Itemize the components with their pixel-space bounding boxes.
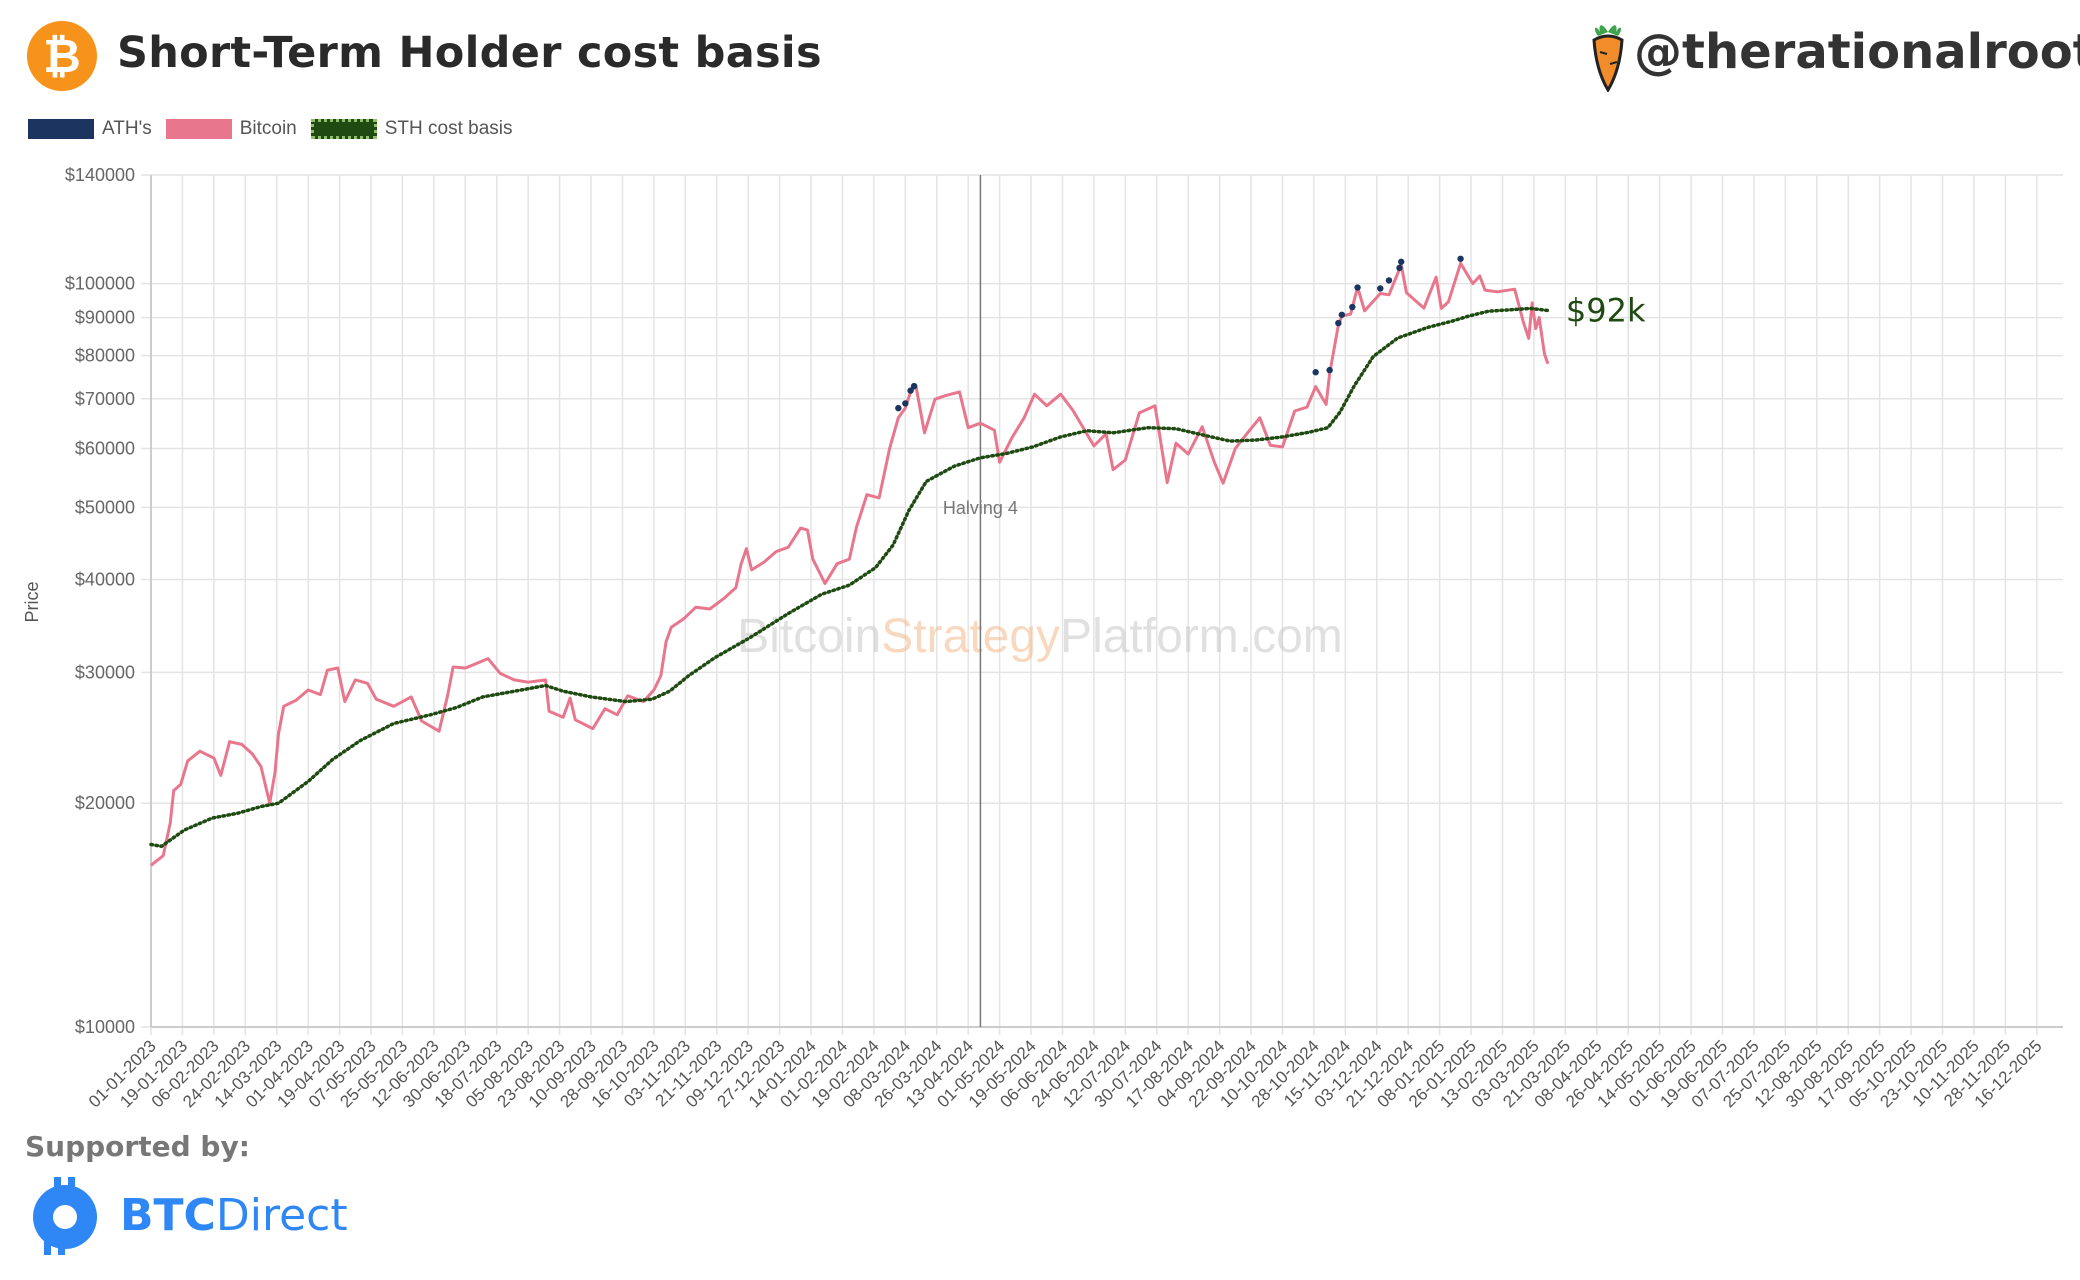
price-chart: $10000 $20000 $30000 $40000 $50000 $60000 $700…: [22, 165, 2063, 1111]
x-tick-labels: 01-01-202319-01-202306-02-202324-02-2023…: [85, 1036, 2046, 1111]
carrot-icon: [1592, 25, 1624, 92]
ath-point: [1349, 303, 1356, 311]
y-tick-label: $40000: [75, 569, 135, 589]
sth-value-label: $92k: [1566, 292, 1646, 330]
ath-point: [1377, 285, 1384, 292]
ath-point: [1398, 258, 1405, 265]
y-tick-label: $50000: [75, 497, 135, 517]
y-tick-label: $30000: [75, 662, 135, 682]
y-tick-labels: $10000 $20000 $30000 $40000 $50000 $60000 $700…: [65, 165, 135, 1037]
supported-by-label: Supported by:: [25, 1130, 250, 1163]
ath-point: [1335, 319, 1342, 327]
bitcoin-logo-icon: ₿: [27, 21, 97, 91]
y-tick-label: $140000: [65, 165, 135, 185]
ath-point: [1385, 277, 1393, 284]
header: ₿ Short-Term Holder cost basis @theratio…: [0, 0, 2080, 112]
ath-point: [1457, 255, 1464, 262]
bitcoin-price-line: [150, 261, 1550, 867]
author-handle: @therationalroot: [1634, 24, 2080, 80]
page-title: Short-Term Holder cost basis: [117, 28, 822, 78]
halving-label: Halving 4: [943, 498, 1018, 518]
legend-swatch-sth: [310, 119, 377, 139]
sponsor-name-bold: BTC: [120, 1189, 216, 1241]
ath-point: [1338, 311, 1346, 318]
y-tick-label: $100000: [65, 274, 135, 294]
legend-label-sth: STH cost basis: [384, 118, 513, 139]
sponsor-logo[interactable]: BTCDirect: [30, 1175, 348, 1255]
y-tick-label: $90000: [75, 308, 135, 328]
btcdirect-logo-icon: [33, 1177, 97, 1255]
y-gridlines: [141, 174, 2063, 1028]
x-gridlines: [150, 175, 2038, 1035]
y-tick-label: $70000: [75, 389, 135, 409]
watermark-part3: Platform.com: [1060, 610, 1343, 663]
sponsor-name: BTCDirect: [120, 1190, 348, 1241]
ath-point: [1312, 369, 1319, 376]
legend-item-ath[interactable]: ATH's: [28, 118, 152, 140]
ath-point: [902, 400, 909, 407]
ath-point: [1326, 366, 1333, 374]
ath-point: [895, 404, 902, 412]
legend-label-ath: ATH's: [102, 118, 152, 139]
sth-cost-basis-line: [149, 306, 1550, 849]
legend-swatch-ath: [28, 119, 94, 139]
legend-item-sth[interactable]: STH cost basis: [310, 118, 513, 140]
chart-legend: ATH's Bitcoin STH cost basis: [28, 116, 527, 142]
legend-item-bitcoin[interactable]: Bitcoin: [165, 118, 297, 140]
ath-point: [910, 382, 918, 390]
watermark-part2: Strategy: [881, 610, 1060, 663]
series-layer: [149, 255, 1550, 867]
ath-point: [1354, 284, 1361, 291]
watermark-part1: Bitcoin: [737, 610, 881, 663]
y-tick-label: $20000: [75, 793, 135, 813]
y-tick-label: $80000: [75, 346, 135, 366]
y-axis-label: Price: [22, 581, 42, 622]
legend-swatch-bitcoin: [165, 119, 232, 139]
y-tick-label: $10000: [75, 1017, 135, 1037]
sponsor-name-rest: Direct: [215, 1189, 348, 1241]
ath-point: [1396, 264, 1403, 272]
legend-label-bitcoin: Bitcoin: [239, 118, 297, 139]
watermark: BitcoinStrategyPlatform.com: [737, 610, 1343, 663]
y-tick-label: $60000: [75, 439, 135, 459]
ath-point: [907, 387, 914, 394]
